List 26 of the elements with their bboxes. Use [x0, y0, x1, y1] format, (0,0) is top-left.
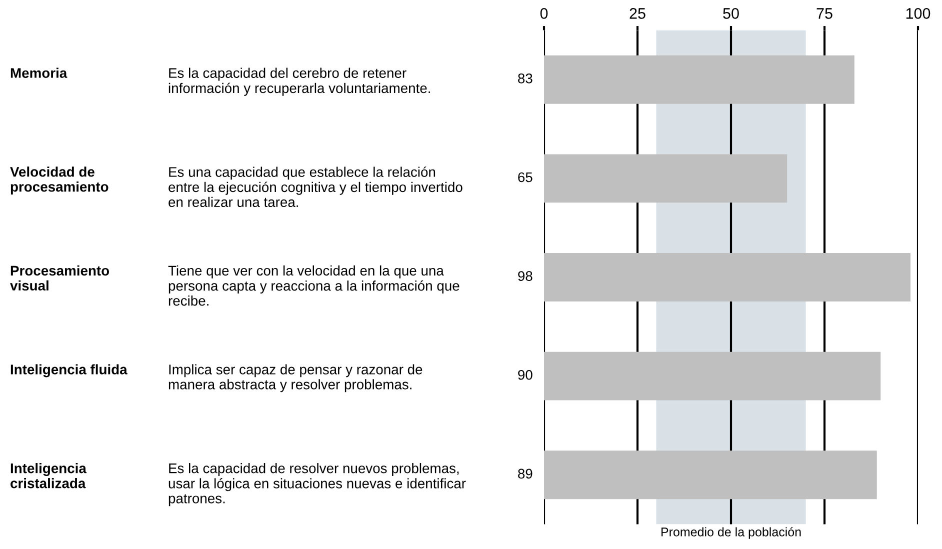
x2-tick-label: 100: [906, 8, 930, 19]
x2-tick-label: 50: [723, 8, 739, 19]
data-label: 98: [518, 271, 532, 281]
y-tick-label: Inteligencia fluida: [10, 364, 128, 378]
text: Es la capacidad de resolver nuevos problemas, usar la lógica en situaciones nuevas e identificar patrones.: [168, 463, 466, 506]
x2-tick-label: 25: [630, 8, 646, 19]
data-label: 65: [518, 172, 532, 182]
y-tick-label: Memoria: [10, 68, 68, 78]
bar: [544, 450, 877, 500]
y-tick-label: Velocidad de procesamiento: [10, 166, 108, 194]
bar: [544, 253, 911, 302]
x2-tick-label: 0: [540, 8, 548, 19]
band-label: Promedio de la población: [662, 527, 801, 539]
y-tick-label: Inteligencia cristalizada: [10, 463, 86, 488]
x2-tick-label: 75: [816, 8, 832, 19]
bar: [544, 352, 881, 400]
bar: [544, 55, 854, 104]
data-label: 83: [518, 74, 532, 84]
text: Es una capacidad que establece la relación entre la ejecución cognitiva y el tiempo invertido en realizar una tarea.: [168, 166, 462, 208]
text: Es la capacidad del cerebro de retener información y recuperarla voluntariamente.: [168, 68, 430, 96]
text: Tiene que ver con la velocidad en la que una persona capta y reacciona a la información que recibe.: [168, 265, 460, 306]
data-label: 89: [518, 468, 532, 479]
text: Implica ser capaz de pensar y razonar de manera abstracta y resolver problemas.: [168, 364, 422, 392]
bar: [544, 154, 788, 203]
data-label: 90: [518, 370, 532, 380]
y-tick-label: Procesamiento visual: [10, 265, 110, 291]
